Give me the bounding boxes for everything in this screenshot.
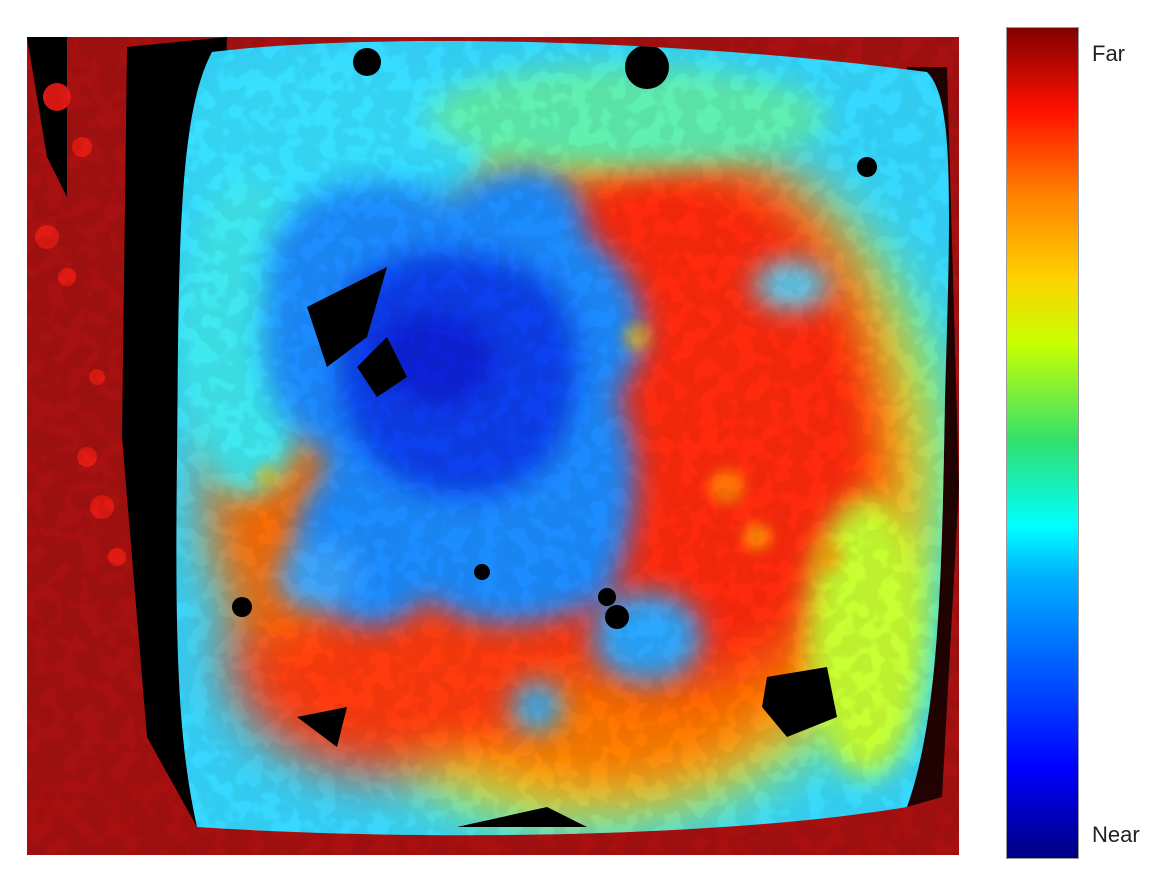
colorbar-near-label: Near: [1092, 822, 1140, 847]
colorbar: [1006, 27, 1079, 859]
colorbar-far-label: Far: [1092, 41, 1125, 66]
colorbar-gradient: [1006, 27, 1079, 859]
depth-map-image: [27, 37, 959, 855]
